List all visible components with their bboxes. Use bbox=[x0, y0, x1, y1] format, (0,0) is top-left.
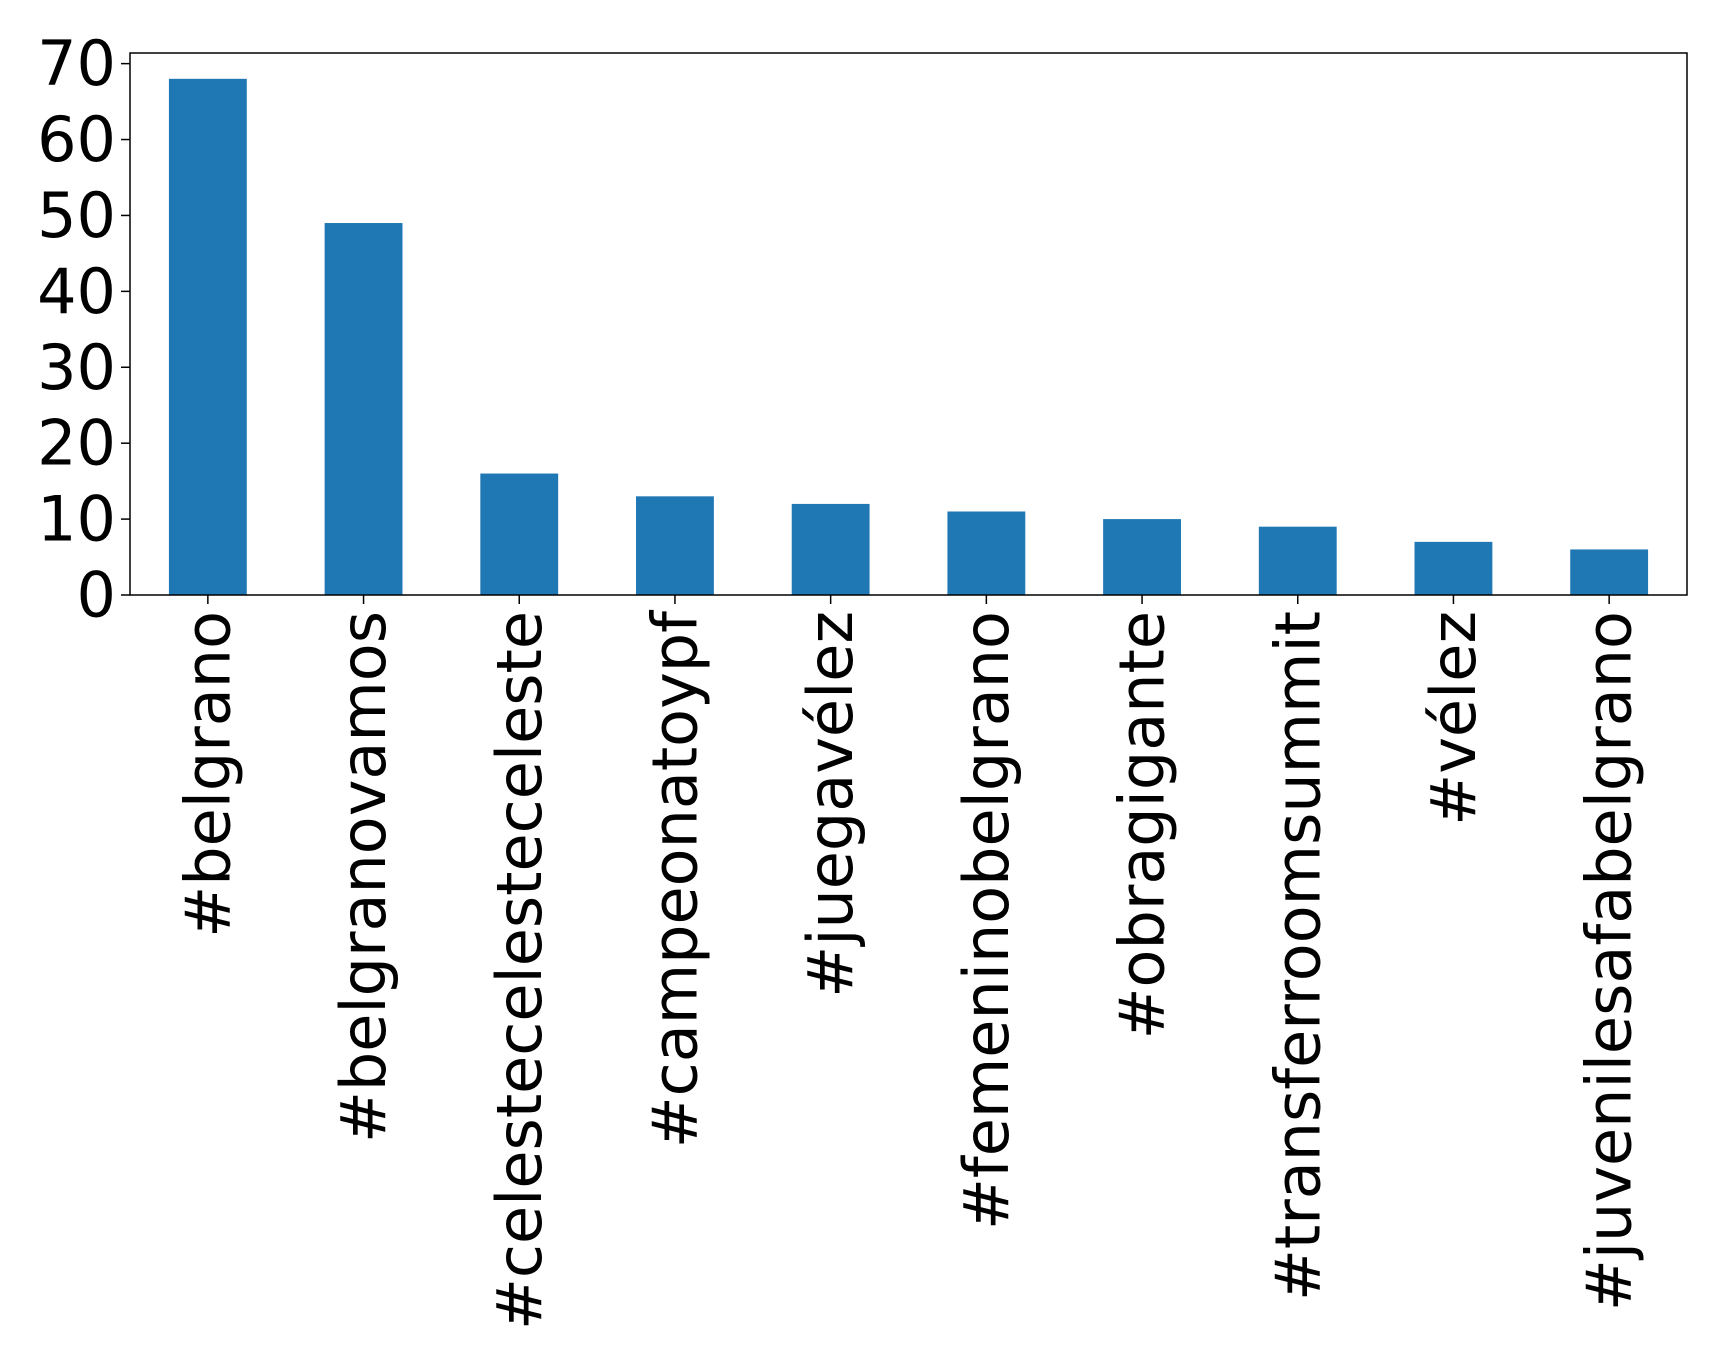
y-tick-label: 40 bbox=[37, 255, 116, 328]
x-axis: #belgrano #belgranovamos #celesteceleste­c… bbox=[171, 595, 1646, 1330]
x-tick-label: #obragigante bbox=[1106, 611, 1179, 1039]
y-tick-label: 10 bbox=[37, 483, 116, 556]
bar bbox=[636, 496, 714, 595]
bar bbox=[791, 503, 870, 595]
bar bbox=[1103, 519, 1181, 595]
bar bbox=[1258, 526, 1337, 595]
x-tick-label: #femeninobelgrano bbox=[950, 611, 1023, 1230]
y-tick-label: 70 bbox=[37, 27, 116, 100]
bar bbox=[1414, 541, 1493, 595]
bar bbox=[947, 511, 1026, 595]
x-tick-label: #transferroomsummit bbox=[1261, 611, 1334, 1301]
y-tick-label: 0 bbox=[77, 559, 116, 632]
y-tick-label: 30 bbox=[37, 331, 116, 404]
plot-frame bbox=[129, 52, 1688, 596]
x-tick-label: #juvenilesafabelgrano bbox=[1573, 611, 1646, 1311]
bar bbox=[480, 473, 559, 595]
bars-group bbox=[168, 78, 1649, 596]
x-tick-label: #celesteceleste­celeste bbox=[483, 611, 556, 1330]
x-tick-label: #campeonatoypf bbox=[638, 609, 711, 1148]
x-tick-label: #juegavélez bbox=[794, 611, 867, 998]
x-tick-label: #belgranovamos bbox=[327, 611, 400, 1143]
y-tick-label: 50 bbox=[37, 179, 116, 252]
y-tick-label: 20 bbox=[37, 407, 116, 480]
bar bbox=[324, 223, 403, 595]
y-tick-label: 60 bbox=[37, 103, 116, 176]
x-tick-label: #belgrano bbox=[171, 611, 244, 938]
bar bbox=[168, 78, 247, 596]
x-tick-label: #vélez bbox=[1417, 611, 1490, 826]
bar bbox=[1570, 549, 1649, 595]
